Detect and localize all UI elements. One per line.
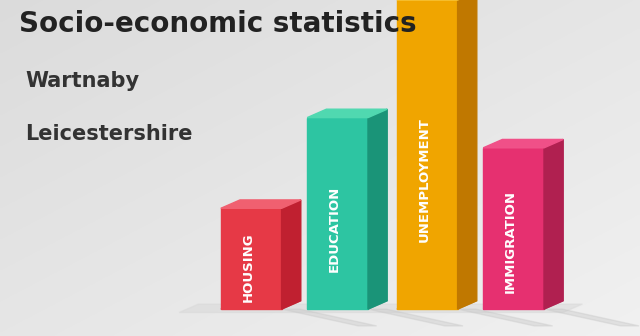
Polygon shape xyxy=(483,148,544,309)
Text: Socio-economic statistics: Socio-economic statistics xyxy=(19,10,417,38)
Polygon shape xyxy=(307,109,387,118)
Polygon shape xyxy=(397,0,458,309)
Polygon shape xyxy=(368,309,463,326)
Polygon shape xyxy=(221,208,282,309)
Polygon shape xyxy=(307,118,368,309)
Polygon shape xyxy=(544,309,639,326)
Polygon shape xyxy=(483,301,563,309)
Polygon shape xyxy=(282,309,376,326)
Polygon shape xyxy=(282,200,301,309)
Text: EDUCATION: EDUCATION xyxy=(328,185,341,272)
Polygon shape xyxy=(368,109,387,309)
Polygon shape xyxy=(397,301,477,309)
Text: Wartnaby: Wartnaby xyxy=(26,71,140,91)
Text: Leicestershire: Leicestershire xyxy=(26,124,193,144)
Polygon shape xyxy=(544,139,563,309)
Polygon shape xyxy=(307,301,387,309)
Polygon shape xyxy=(458,309,553,326)
Polygon shape xyxy=(221,301,301,309)
Polygon shape xyxy=(458,0,477,309)
Polygon shape xyxy=(483,139,563,148)
Text: HOUSING: HOUSING xyxy=(242,232,255,302)
Text: UNEMPLOYMENT: UNEMPLOYMENT xyxy=(418,117,431,242)
Polygon shape xyxy=(179,304,582,312)
Text: IMMIGRATION: IMMIGRATION xyxy=(504,190,517,293)
Polygon shape xyxy=(221,200,301,208)
